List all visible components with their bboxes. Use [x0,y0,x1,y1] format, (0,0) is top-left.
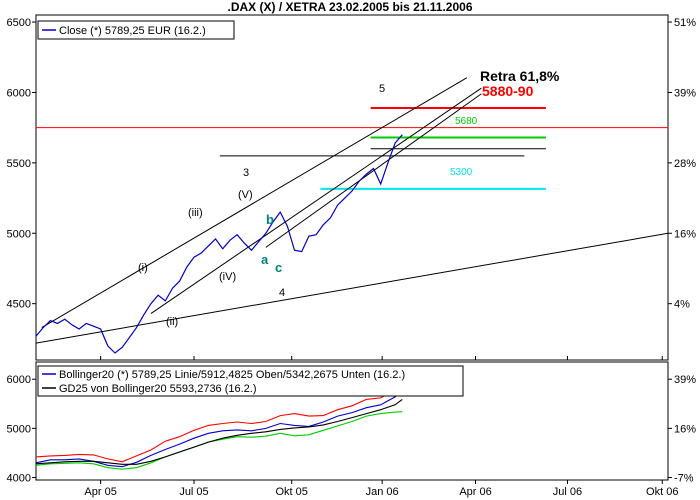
series-line-close [35,134,403,354]
retra-label: Retra 61,8% [480,68,560,84]
x-tick-label-0: Apr 05 [84,486,116,498]
indicator-legend-box [37,365,464,397]
level-5300-label: 5300 [450,167,473,178]
trendline-upper-channel [41,77,468,329]
x-tick-label-4: Apr 06 [459,486,491,498]
ind-right-tick-label-0: -7% [674,473,694,485]
wave-iv-label: (iV) [219,271,236,283]
wave-4-label: 4 [279,287,285,299]
indicator-axes: 4000 5000 6000 -7% 16% 39% [7,374,697,484]
y-tick-label-5000: 5000 [7,228,31,240]
ind-series-bollinger-unten [35,411,403,470]
x-tick-label-5: Jul 06 [553,486,582,498]
x-axis: Apr 05 Jul 05 Okt 05 Jan 06 Apr 06 Jul 06 Okt … [84,356,678,498]
x-tick-label-2: Okt 05 [275,486,307,498]
right-tick-label-4: 51% [674,17,696,29]
y-tick-label-4500: 4500 [7,299,31,311]
wave-ii-label: (ii) [166,316,178,328]
ind-right-tick-label-2: 39% [674,374,696,386]
right-tick-label-2: 28% [674,158,696,170]
trendline-lower-channel [265,93,482,248]
ind-series-bollinger-oben [35,383,403,463]
ind-y-tick-label-4000: 4000 [7,473,31,485]
chart-title: .DAX (X) / XETRA 23.02.2005 bis 21.11.20… [227,0,472,14]
right-tick-label-0: 4% [674,299,690,311]
ind-right-tick-label-1: 16% [674,423,696,435]
level-5680-label: 5680 [455,116,478,127]
retra-level-label: 5880-90 [482,83,534,99]
wave-a-label: a [261,252,269,267]
y-tick-label-5500: 5500 [7,158,31,170]
ind-series-gd25 [35,398,403,465]
ind-y-tick-label-6000: 6000 [7,374,31,386]
main-legend-text: Close (*) 5789,25 EUR (16.2.) [59,25,206,37]
main-series [35,134,403,354]
ind-y-tick-label-5000: 5000 [7,423,31,435]
y-tick-label-6500: 6500 [7,17,31,29]
main-plot-frame [35,14,669,361]
wave-b-label: b [266,212,274,227]
trendline-support-line-4 [35,232,669,344]
main-legend-box [37,20,235,40]
indicator-series [35,383,403,470]
main-overlays [35,77,669,344]
wave-i-label: (i) [138,262,148,274]
right-tick-label-3: 39% [674,87,696,99]
wave-3-label: 3 [243,167,249,179]
x-tick-label-6: Okt 06 [646,486,678,498]
wave-5-label: 5 [379,83,385,95]
wave-v-label: (V) [238,189,253,201]
y-tick-label-6000: 6000 [7,87,31,99]
indicator-legend-text-1: Bollinger20 (*) 5789,25 Linie/5912,4825 … [59,369,405,381]
main-axes: 4500 5000 5500 6000 6500 4% 16% 28% 39% 51% [7,17,697,311]
indicator-legend-text-2: GD25 von Bollinger20 5593,2736 (16.2.) [59,383,257,395]
x-tick-label-3: Jan 06 [366,486,399,498]
trendline-middle-channel [150,87,482,314]
right-tick-label-1: 16% [674,228,696,240]
wave-c-label: c [275,260,282,275]
wave-iii-label: (iii) [188,207,203,219]
x-tick-label-1: Jul 05 [179,486,208,498]
ind-series-bollinger-linie [35,389,403,468]
